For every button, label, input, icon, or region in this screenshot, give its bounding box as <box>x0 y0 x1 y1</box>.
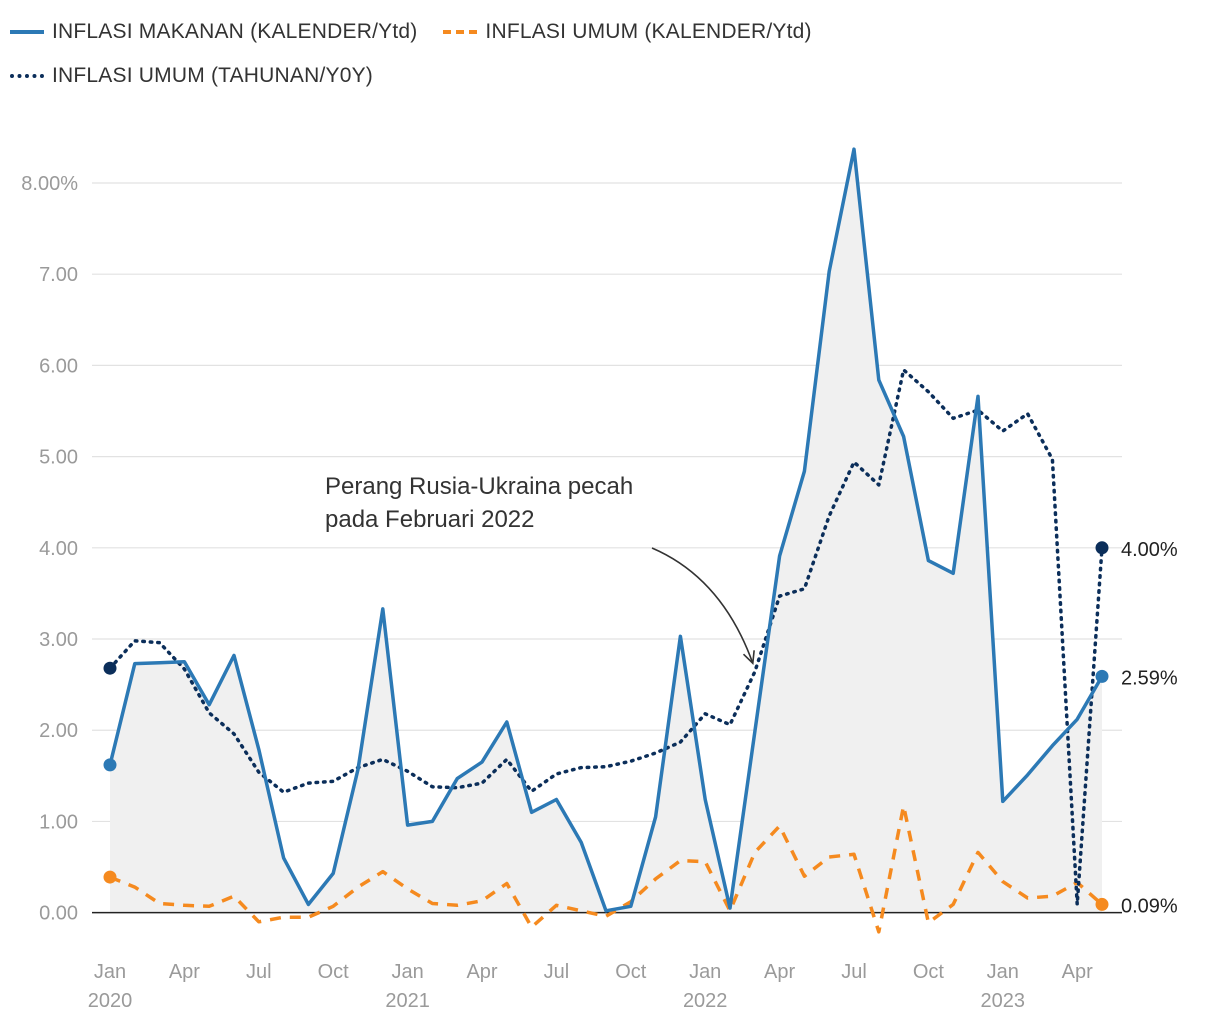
y-axis: 8.00% 7.00 6.00 5.00 4.00 3.00 2.00 1.00 0.00 <box>21 173 78 925</box>
annotation-arrowhead <box>742 650 755 665</box>
x-year-label: 2023 <box>981 990 1026 1012</box>
series-end-point <box>1095 541 1109 555</box>
x-year-label: 2022 <box>683 990 728 1012</box>
legend-label: INFLASI UMUM (TAHUNAN/Y0Y) <box>52 64 373 87</box>
series-end-point <box>1095 669 1109 683</box>
y-tick-label: 2.00 <box>39 720 78 742</box>
x-tick-label: Jul <box>246 961 272 983</box>
annotation-text: Perang Rusia-Ukraina pecah <box>325 473 633 500</box>
x-axis: Jan 2020 Apr Jul Oct Jan 2021 Apr Jul Oct Jan 2022 A… <box>88 961 1093 1012</box>
legend: INFLASI MAKANAN (KALENDER/Ytd) INFLASI UM… <box>10 10 1210 98</box>
y-tick-label: 1.00 <box>39 811 78 833</box>
y-tick-label: 8.00% <box>21 173 78 195</box>
legend-item: INFLASI UMUM (KALENDER/Ytd) <box>443 20 812 44</box>
end-value-label: 2.59% <box>1121 667 1178 689</box>
series-end-point <box>1095 897 1109 911</box>
annotation: Perang Rusia-Ukraina pecah pada Februari … <box>325 473 755 665</box>
y-tick-label: 3.00 <box>39 629 78 651</box>
legend-row: INFLASI UMUM (TAHUNAN/Y0Y) <box>10 54 1210 98</box>
legend-label: INFLASI MAKANAN (KALENDER/Ytd) <box>52 20 418 43</box>
end-value-labels: 4.00% 2.59% 0.09% <box>1121 539 1178 918</box>
end-value-label: 4.00% <box>1121 539 1178 561</box>
y-tick-label: 7.00 <box>39 264 78 286</box>
food-inflation-fill <box>110 149 1102 913</box>
x-tick-label: Oct <box>913 961 945 983</box>
x-tick-label: Jan <box>94 961 126 983</box>
x-tick-label: Jul <box>544 961 570 983</box>
y-tick-label: 0.00 <box>39 903 78 925</box>
y-tick-label: 5.00 <box>39 447 78 469</box>
legend-row: INFLASI MAKANAN (KALENDER/Ytd) INFLASI UM… <box>10 10 1210 54</box>
x-year-label: 2021 <box>385 990 430 1012</box>
headline-inflation-ytd-line <box>109 804 1104 934</box>
x-year-label: 2020 <box>88 990 133 1012</box>
legend-label: INFLASI UMUM (KALENDER/Ytd) <box>485 20 812 43</box>
legend-swatch <box>10 30 44 34</box>
y-tick-label: 4.00 <box>39 538 78 560</box>
x-tick-label: Apr <box>764 961 795 983</box>
series-endpoints <box>103 541 1109 911</box>
y-tick-label: 6.00 <box>39 355 78 377</box>
x-tick-label: Apr <box>1062 961 1093 983</box>
series-lines <box>108 147 1104 934</box>
legend-item: INFLASI MAKANAN (KALENDER/Ytd) <box>10 20 417 44</box>
end-value-label: 0.09% <box>1121 895 1178 917</box>
food-inflation-ytd-line <box>108 147 1104 913</box>
legend-item: INFLASI UMUM (TAHUNAN/Y0Y) <box>10 64 373 88</box>
annotation-text: pada Februari 2022 <box>325 506 534 533</box>
x-tick-label: Apr <box>169 961 200 983</box>
x-tick-label: Jul <box>841 961 867 983</box>
x-tick-label: Jan <box>391 961 423 983</box>
x-tick-label: Oct <box>615 961 647 983</box>
food-inflation-area <box>110 149 1102 913</box>
x-tick-label: Jan <box>987 961 1019 983</box>
headline-inflation-yoy-line <box>108 368 1104 907</box>
x-tick-label: Apr <box>466 961 497 983</box>
series-start-point <box>103 661 117 675</box>
x-tick-label: Oct <box>318 961 350 983</box>
series-start-point <box>103 870 117 884</box>
legend-swatch <box>443 30 478 34</box>
x-tick-label: Jan <box>689 961 721 983</box>
series-start-point <box>103 758 117 772</box>
legend-swatch <box>10 74 44 78</box>
annotation-arrow <box>651 547 754 664</box>
